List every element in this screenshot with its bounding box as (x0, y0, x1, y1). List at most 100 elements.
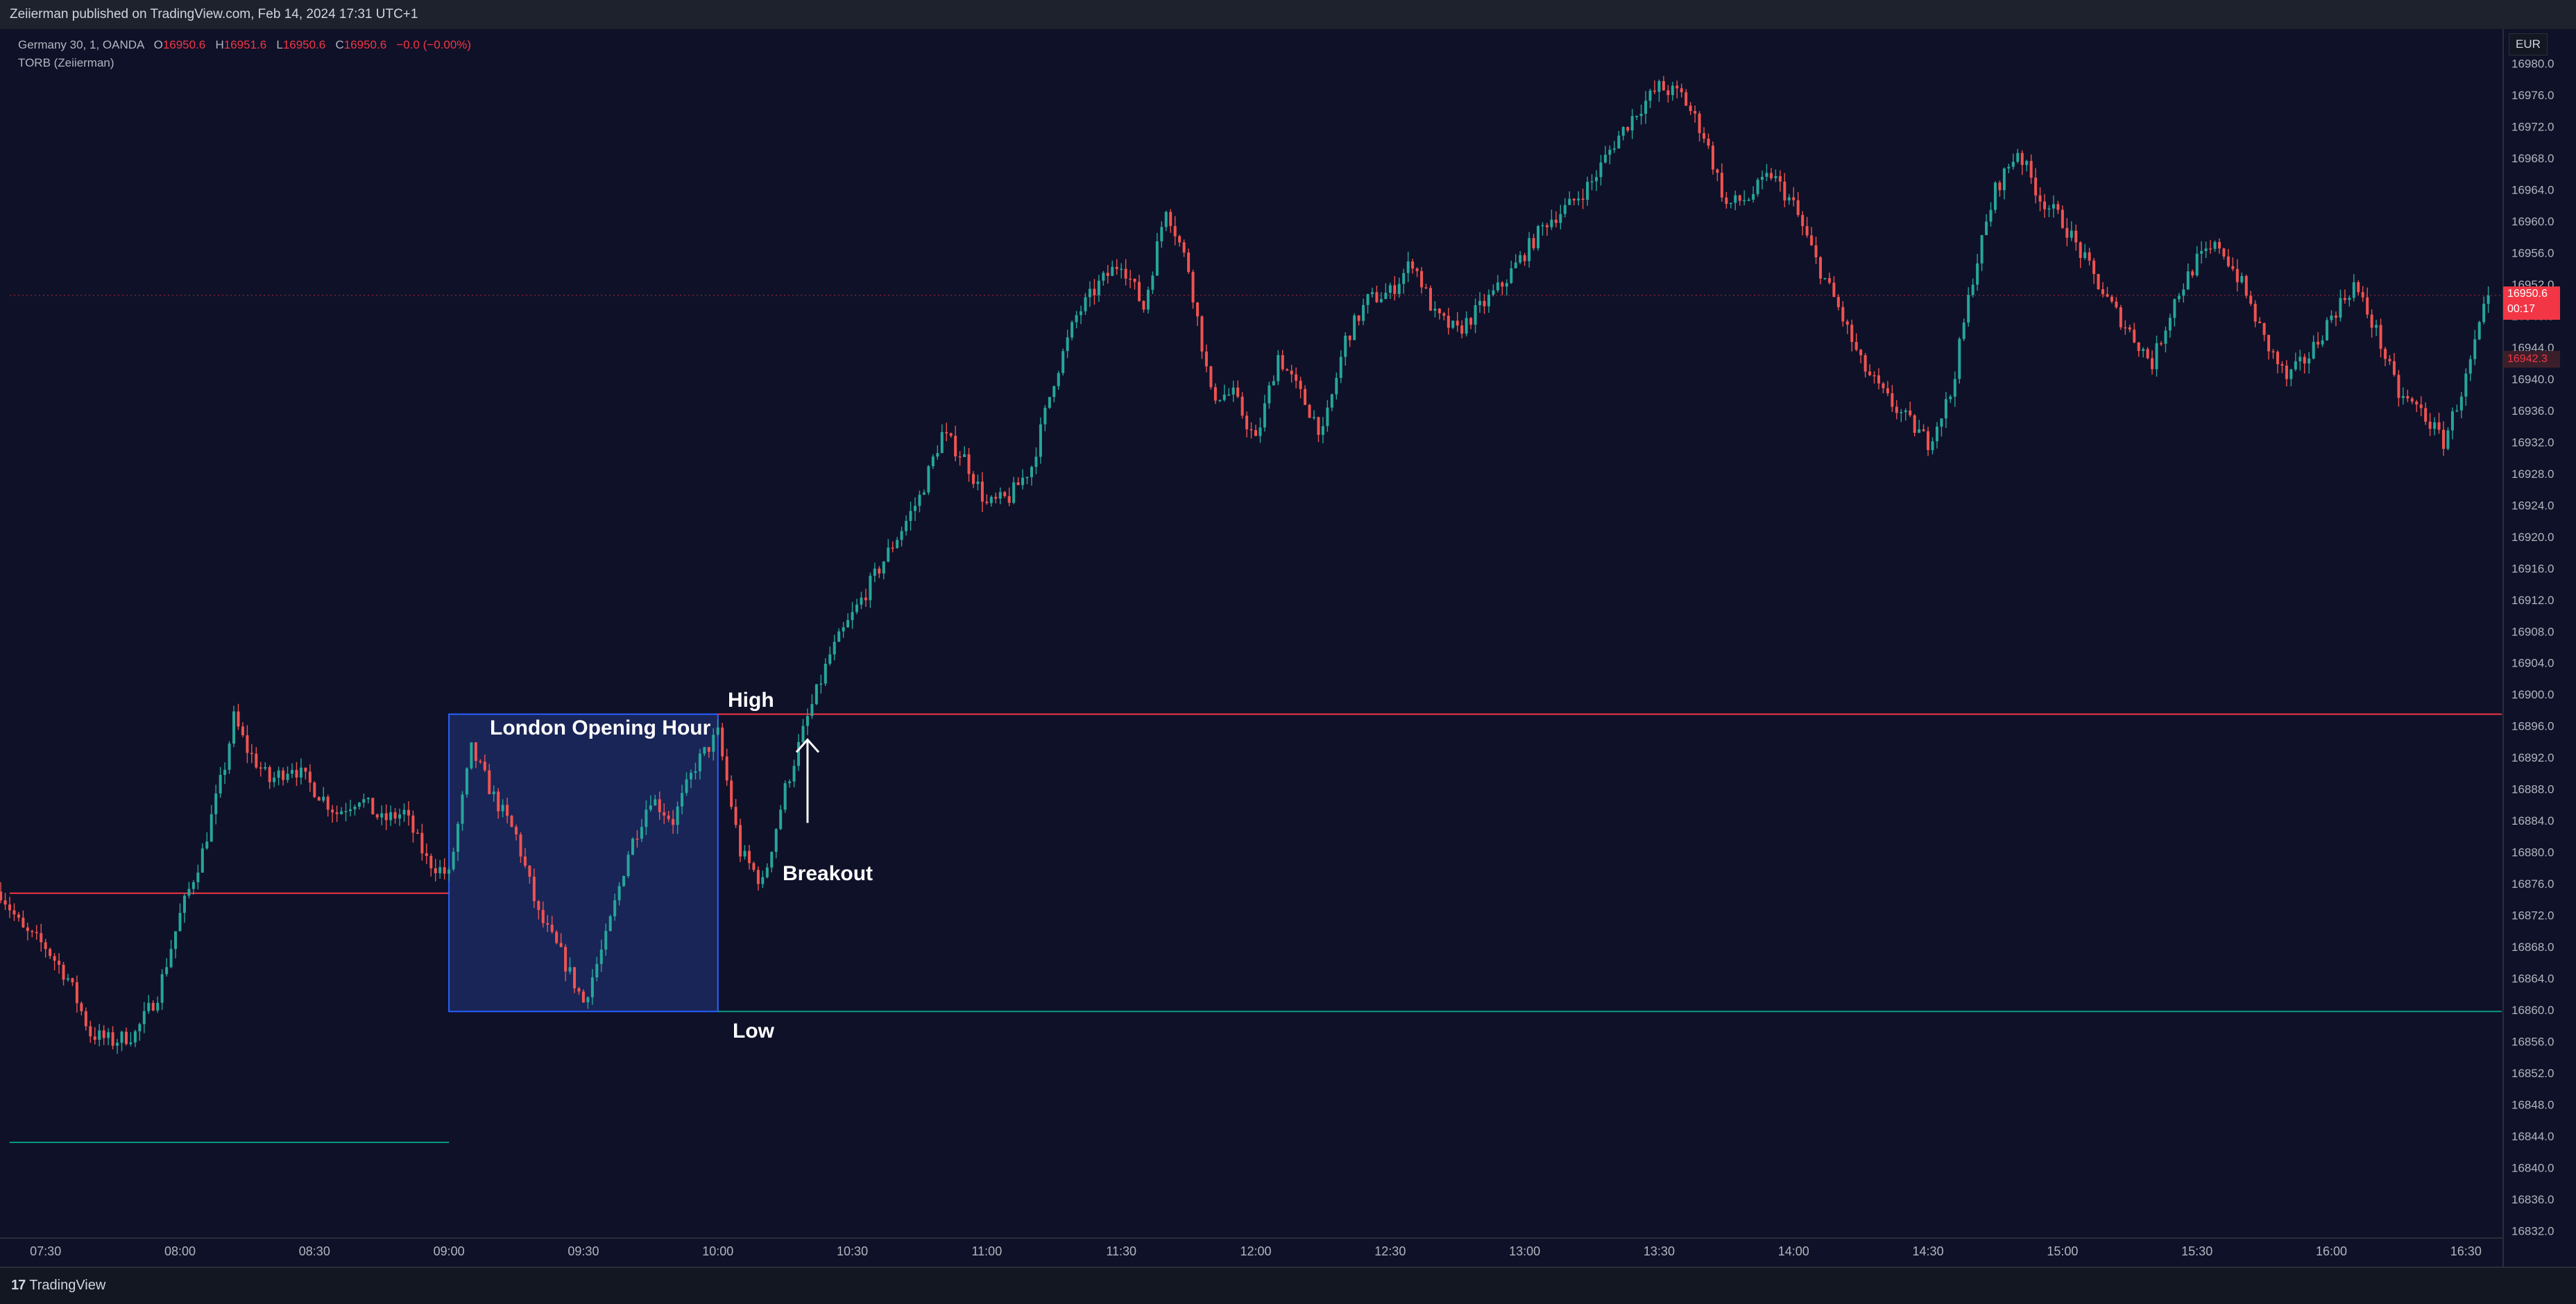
candle-body (2249, 295, 2253, 304)
candle-body (1366, 294, 1370, 305)
y-tick-label: 16980.0 (2511, 58, 2554, 71)
candle-body (1819, 257, 1823, 279)
candle-body (1249, 429, 1253, 431)
tradingview-logo-text: TradingView (29, 1278, 106, 1293)
x-tick-label: 12:30 (1374, 1244, 1406, 1258)
tradingview-logo[interactable]: 17 TradingView (11, 1278, 105, 1294)
candle-body (707, 747, 710, 752)
candle-body (1080, 311, 1083, 316)
candle-body (1384, 293, 1388, 300)
candle-body (2217, 241, 2221, 249)
x-tick-label: 16:30 (2450, 1244, 2482, 1258)
y-tick-label: 16932.0 (2511, 436, 2554, 449)
x-tick-label: 14:00 (1778, 1244, 1809, 1258)
x-tick-label: 11:00 (972, 1244, 1003, 1258)
candle-body (429, 856, 433, 868)
candle-body (210, 814, 213, 842)
candle-body (160, 974, 164, 1003)
footer-bar: 17 TradingView (0, 1267, 2576, 1304)
candle-body (581, 991, 585, 1003)
candle-body (1465, 318, 1468, 334)
candle-body (980, 481, 984, 502)
candle-body (228, 743, 231, 770)
candle-body (1621, 127, 1625, 136)
candle-body (2339, 298, 2342, 318)
candle-body (681, 793, 684, 807)
candle-body (1263, 403, 1266, 428)
candle-body (1021, 477, 1025, 486)
candle-body (2034, 178, 2038, 196)
candle-body (362, 799, 366, 803)
candle-body (1093, 289, 1096, 295)
candle-body (2473, 339, 2477, 359)
candle-body (1213, 387, 1217, 401)
candle-body (1272, 381, 1275, 386)
candle-body (1958, 338, 1961, 379)
candle-body (1456, 320, 1459, 326)
candle-body (1406, 261, 1410, 273)
x-tick-label: 08:30 (299, 1244, 330, 1258)
candle-body (214, 793, 218, 814)
y-tick-label: 16908.0 (2511, 625, 2554, 638)
ohlc-row: Germany 30, 1, OANDA O16950.6 H16951.6 L… (18, 36, 471, 54)
candle-body (1909, 410, 1912, 415)
candle-body (1424, 287, 1428, 289)
candle-body (317, 797, 321, 801)
candle-body (734, 807, 737, 825)
candle-body (201, 848, 204, 873)
high-value: 16951.6 (223, 38, 267, 51)
y-tick-label: 16912.0 (2511, 594, 2554, 607)
candle-body (599, 950, 603, 964)
candle-body (1290, 370, 1293, 375)
candle-body (608, 916, 612, 932)
candle-body (425, 853, 428, 857)
currency-button[interactable]: EUR (2509, 33, 2548, 55)
candle-body (1671, 85, 1674, 96)
candle-body (2222, 248, 2226, 257)
candle-body (1222, 394, 1226, 400)
candle-body (2424, 408, 2428, 422)
candle-body (998, 492, 1002, 499)
candle-body (1129, 278, 1132, 280)
candle-body (107, 1032, 110, 1038)
candle-body (1927, 431, 1930, 450)
candle-body (645, 809, 648, 827)
candle-body (2168, 318, 2172, 331)
candle-body (291, 770, 294, 774)
close-label: C (335, 38, 344, 51)
candle-body (264, 767, 267, 769)
candle-body (1993, 182, 1997, 210)
candle-body (573, 967, 577, 988)
candle-body (1447, 316, 1450, 328)
candle-body (344, 811, 348, 812)
x-tick-label: 12:00 (1240, 1244, 1271, 1258)
candle-body (2410, 398, 2414, 402)
candle-body (1025, 477, 1029, 479)
candle-body (1138, 282, 1141, 301)
candle-body (1451, 320, 1455, 328)
candle-body (1734, 195, 1737, 203)
candle-body (1832, 282, 1836, 298)
candle-body (882, 561, 885, 574)
candle-body (2002, 168, 2006, 191)
candle-body (1164, 212, 1168, 228)
candle-body (1845, 321, 1849, 325)
candle-body (1976, 263, 1979, 285)
candle-body (1850, 325, 1854, 343)
candle-body (2029, 161, 2033, 178)
candle-body (1823, 277, 1827, 280)
indicator-label[interactable]: TORB (Zeiierman) (18, 56, 114, 69)
candle-body (295, 770, 298, 778)
candle-body (66, 978, 69, 980)
symbol-label[interactable]: Germany 30, 1, OANDA (18, 38, 144, 51)
candle-body (1612, 148, 1616, 150)
y-tick-label: 16884.0 (2511, 814, 2554, 827)
candle-body (1344, 335, 1347, 357)
candle-body (1662, 80, 1665, 91)
candle-body (541, 909, 545, 923)
candle-body (1146, 289, 1150, 310)
candle-body (506, 805, 509, 816)
candle-body (75, 982, 78, 1004)
candle-body (12, 910, 16, 915)
